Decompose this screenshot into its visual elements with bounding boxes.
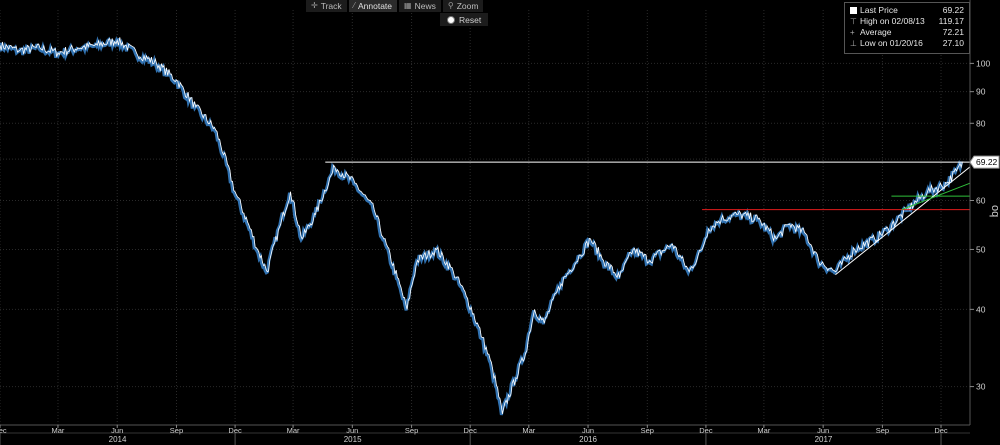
x-tick-label: Sep [170,426,183,435]
track-button[interactable]: ✛ Track [306,0,347,12]
y-tick-label: 50 [976,244,986,254]
x-year-label: 2016 [579,435,597,444]
annotation-trend-line [835,166,971,276]
x-tick-label: Jun [346,426,358,435]
legend-low-value: 27.10 [942,38,964,48]
y-tick-label: 100 [976,58,990,68]
x-year-label: 2014 [109,435,127,444]
last-price-tag-label: 69.22 [976,157,998,167]
y-tick-label: 60 [976,196,986,206]
news-icon: ▦ [404,1,412,10]
x-tick-label: Mar [287,426,300,435]
x-tick-label: Dec [0,426,7,435]
legend-last-price-label: Last Price [860,5,898,15]
high-marker-icon: ⊤ [850,17,857,26]
legend-average-label: Average [860,27,892,37]
x-tick-label: Mar [757,426,770,435]
legend-row-average: + Average 72.21 [850,27,964,38]
reset-icon [447,15,455,24]
legend-high-value: 119.17 [938,16,964,26]
y-tick-label: 40 [976,304,986,314]
x-tick-label: Mar [522,426,535,435]
chart-toolbar: ✛ Track ⁄ Annotate ▦ News ⚲ Zoom [306,0,484,12]
y-tick-label: 80 [976,118,986,128]
x-tick-label: Jun [111,426,123,435]
x-tick-label: Dec [934,426,948,435]
legend-average-value: 72.21 [942,27,964,37]
legend-low-label: Low on 01/20/16 [860,38,923,48]
crosshair-icon: ✛ [311,1,318,10]
legend-row-low: ⊥ Low on 01/20/16 27.10 [850,38,964,49]
y-tick-label: 30 [976,382,986,392]
x-year-label: 2017 [815,435,833,444]
annotate-label: Annotate [357,1,393,11]
y-tick-label: 90 [976,87,986,97]
low-marker-icon: ⊥ [850,39,857,48]
track-label: Track [320,1,342,11]
x-tick-label: Sep [876,426,889,435]
x-tick-label: Jun [817,426,829,435]
x-tick-label: Mar [52,426,65,435]
annotation-trend-line [901,182,971,211]
x-tick-label: Dec [699,426,713,435]
magnifier-icon: ⚲ [447,1,454,10]
x-tick-label: Jun [582,426,594,435]
reset-button[interactable]: Reset [440,13,489,26]
pencil-icon: ⁄ [353,1,355,10]
news-label: News [414,1,436,11]
x-tick-label: Sep [641,426,654,435]
y-axis-label: oq [989,205,1000,217]
reset-label: Reset [459,14,482,25]
legend-row-last-price: Last Price 69.22 [850,5,964,16]
x-year-label: 2015 [344,435,362,444]
annotate-button[interactable]: ⁄ Annotate [348,0,398,12]
x-tick-label: Sep [405,426,418,435]
square-icon [850,7,857,14]
price-line [0,37,964,414]
average-marker-icon: + [850,28,855,37]
news-button[interactable]: ▦ News [399,0,441,12]
legend-box: Last Price 69.22 ⊤ High on 02/08/13 119.… [844,2,970,54]
x-tick-label: Dec [464,426,478,435]
last-price-tag: 69.22 [969,155,1000,169]
x-tick-label: Dec [228,426,242,435]
zoom-label: Zoom [456,1,479,11]
legend-row-high: ⊤ High on 02/08/13 119.17 [850,16,964,27]
last-price-tag-shape [969,155,1000,169]
zoom-button[interactable]: ⚲ Zoom [442,0,484,12]
legend-last-price-value: 69.22 [942,5,964,15]
legend-high-label: High on 02/08/13 [860,16,925,26]
